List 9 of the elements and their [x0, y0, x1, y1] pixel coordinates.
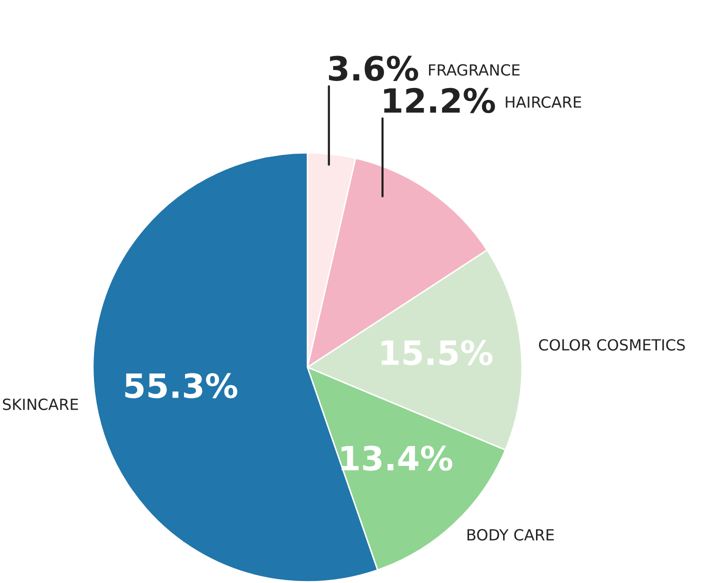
data-label: 3.6% [328, 56, 418, 81]
slice-label: BODY CARE [468, 529, 554, 541]
data-label: 13.4% [341, 446, 452, 471]
data-label: 55.3% [125, 373, 238, 398]
slice-label: SKINCARE [2, 398, 78, 410]
slice-label: HAIRCARE [506, 96, 582, 108]
slice-label: FRAGRANCE [429, 64, 520, 76]
slice-label: COLOR COSMETICS [539, 339, 685, 351]
data-label: 12.2% [384, 88, 495, 114]
